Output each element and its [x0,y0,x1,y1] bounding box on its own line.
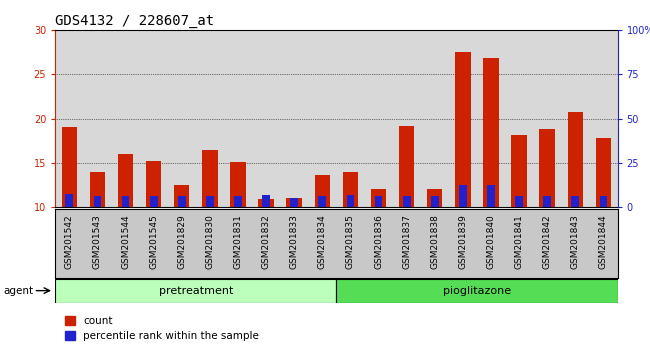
Text: GSM201838: GSM201838 [430,215,439,269]
Bar [291,198,298,207]
Bar [512,135,527,207]
Text: agent: agent [3,286,33,296]
Bar [370,189,386,207]
Text: pretreatment: pretreatment [159,286,233,296]
Text: GSM201835: GSM201835 [346,215,355,269]
Bar [543,195,551,207]
Bar [374,195,382,207]
Bar [571,195,579,207]
Bar [455,52,471,207]
Bar [55,279,337,303]
Bar [540,129,555,207]
Text: GSM201834: GSM201834 [318,215,327,269]
Bar [459,185,467,207]
Bar [90,172,105,207]
Bar [122,195,129,207]
Text: GSM201843: GSM201843 [571,215,580,269]
Bar [206,196,214,207]
Bar [515,195,523,207]
Bar [431,195,439,207]
Text: GSM201545: GSM201545 [149,215,158,269]
Text: GSM201832: GSM201832 [261,215,270,269]
Bar [595,138,611,207]
Text: GSM201840: GSM201840 [486,215,495,269]
Text: GDS4132 / 228607_at: GDS4132 / 228607_at [55,14,214,28]
Bar [202,150,218,207]
Text: GSM201841: GSM201841 [515,215,524,269]
Bar [487,185,495,207]
Bar [287,198,302,207]
Bar [399,126,415,207]
Legend: count, percentile rank within the sample: count, percentile rank within the sample [60,312,263,345]
Text: pioglitazone: pioglitazone [443,286,511,296]
Text: GSM201831: GSM201831 [233,215,242,269]
Bar [343,172,358,207]
Text: GSM201830: GSM201830 [205,215,214,269]
Bar [427,189,443,207]
Text: GSM201544: GSM201544 [121,215,130,269]
Bar [318,195,326,207]
Bar [403,195,411,207]
Text: GSM201829: GSM201829 [177,215,187,269]
Bar [337,279,618,303]
Bar [150,196,157,207]
Bar [483,57,499,207]
Text: GSM201543: GSM201543 [93,215,102,269]
Bar [567,112,583,207]
Bar [146,161,161,207]
Bar [178,195,186,207]
Bar [234,196,242,207]
Bar [118,154,133,207]
Text: GSM201836: GSM201836 [374,215,383,269]
Text: GSM201833: GSM201833 [290,215,299,269]
Bar [94,196,101,207]
Bar [174,185,190,207]
Bar [599,195,607,207]
Bar [230,162,246,207]
Bar [258,199,274,207]
Bar [346,195,354,207]
Bar [315,175,330,207]
Bar [262,195,270,207]
Text: GSM201839: GSM201839 [458,215,467,269]
Text: GSM201542: GSM201542 [65,215,74,269]
Text: GSM201844: GSM201844 [599,215,608,269]
Bar [66,194,73,207]
Text: GSM201842: GSM201842 [543,215,552,269]
Bar [62,127,77,207]
Text: GSM201837: GSM201837 [402,215,411,269]
